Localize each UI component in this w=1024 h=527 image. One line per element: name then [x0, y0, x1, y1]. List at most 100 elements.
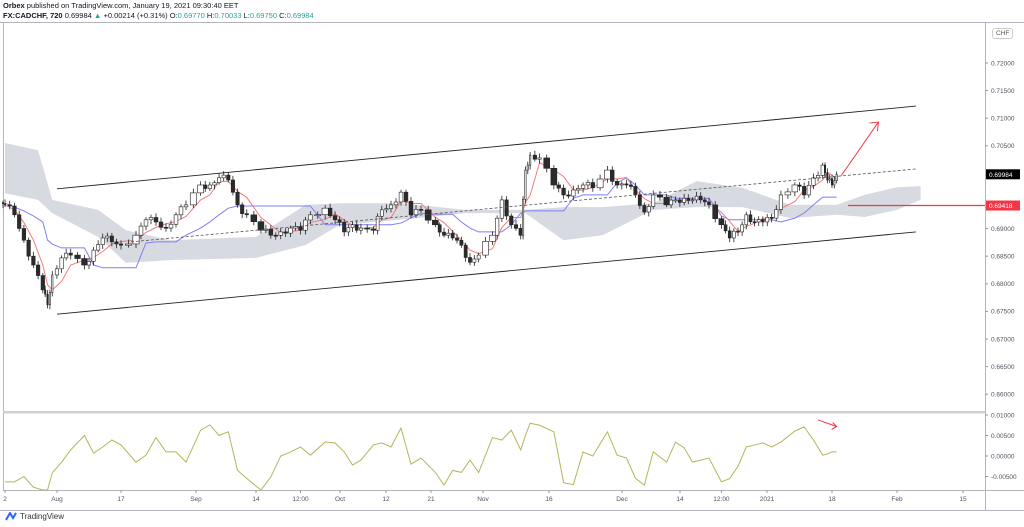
candle-body — [727, 230, 732, 239]
candle — [566, 190, 571, 199]
candle-body — [31, 255, 36, 266]
candle-body — [91, 249, 96, 262]
oscillator-arrowhead-icon — [831, 422, 838, 430]
candle — [596, 174, 604, 191]
oscillator-tick-label: 0.00500 — [991, 433, 1015, 440]
candle — [4, 199, 7, 208]
candle — [36, 261, 41, 280]
candle-body — [153, 217, 159, 223]
candle — [455, 233, 459, 244]
candle — [509, 213, 514, 229]
candle-body — [499, 199, 504, 219]
candle — [707, 197, 711, 209]
candle — [178, 204, 184, 220]
candle — [359, 223, 363, 235]
candle — [718, 216, 725, 229]
candle — [495, 215, 500, 240]
candle — [288, 225, 293, 238]
candle — [673, 196, 678, 203]
candle — [125, 239, 132, 248]
candle-body — [752, 221, 757, 224]
candle — [163, 223, 169, 232]
candle — [40, 273, 45, 294]
candle-body — [833, 180, 836, 186]
candle — [342, 218, 347, 237]
candle-body — [489, 234, 496, 242]
candle — [504, 196, 509, 220]
candle — [48, 289, 51, 310]
tradingview-logo[interactable]: TradingView — [5, 512, 64, 521]
candle-body — [744, 214, 749, 226]
candle — [740, 221, 744, 236]
candle — [736, 227, 740, 237]
candle — [499, 195, 504, 223]
candle — [646, 204, 651, 217]
candle-body — [524, 169, 527, 200]
candle-body — [703, 199, 707, 203]
time-tick-label: 2021 — [760, 496, 775, 503]
candle — [235, 188, 240, 208]
candle — [1, 200, 4, 209]
candle-body — [778, 194, 783, 210]
price-tick-label: 0.70500 — [991, 143, 1015, 150]
candle-body — [432, 219, 439, 226]
candle — [642, 202, 647, 215]
candle-body — [802, 186, 807, 196]
candle — [833, 176, 836, 189]
candle — [217, 173, 222, 185]
low-value: 0.69750 — [249, 11, 277, 20]
candle-body — [235, 191, 240, 206]
candle — [207, 181, 212, 192]
candle — [54, 265, 59, 279]
candle-body — [74, 254, 81, 259]
candle-body — [273, 234, 278, 237]
candle — [778, 190, 783, 214]
candle — [418, 205, 424, 213]
candle — [314, 211, 322, 219]
candle-body — [556, 184, 561, 189]
candle-body — [522, 199, 525, 236]
oscillator-tick-label: 0.00000 — [991, 453, 1015, 460]
candle-body — [784, 191, 792, 196]
candle — [820, 162, 825, 179]
candle-body — [707, 201, 711, 206]
candle-body — [109, 235, 114, 243]
time-tick-label: 14 — [252, 496, 260, 503]
candle-body — [472, 258, 477, 263]
candle-body — [633, 186, 638, 196]
open-label: O: — [169, 11, 178, 20]
price-tick-label: 0.69000 — [991, 226, 1015, 233]
candle-body — [526, 164, 529, 171]
candle — [51, 270, 54, 297]
candle-body — [424, 209, 432, 221]
candle-body — [44, 289, 47, 295]
candle-body — [663, 196, 670, 206]
candle — [791, 182, 799, 197]
candle-body — [614, 181, 620, 186]
candle-body — [732, 230, 736, 239]
candle — [468, 253, 472, 266]
currency-button[interactable]: CHF — [992, 28, 1014, 39]
candle — [21, 224, 26, 244]
candle-body — [308, 214, 313, 221]
candle — [114, 238, 119, 249]
candle-body — [816, 174, 821, 179]
up-triangle-icon: ▲ — [93, 11, 102, 20]
candle — [81, 254, 88, 270]
candle-body — [230, 179, 235, 193]
up-arrow-icon — [840, 121, 879, 176]
candle — [826, 168, 829, 184]
time-tick-label: Sep — [190, 496, 202, 503]
time-tick-label: Nov — [477, 496, 489, 503]
candle-body — [408, 201, 414, 216]
candle-body — [197, 184, 204, 194]
candle-body — [48, 292, 51, 306]
candle — [148, 214, 154, 225]
candle — [408, 197, 414, 219]
candle — [87, 257, 91, 270]
ichimoku-cloud — [5, 143, 921, 263]
candle-body — [125, 243, 132, 246]
oscillator-tick-label: 0.01000 — [991, 412, 1015, 419]
pane-separator[interactable] — [3, 411, 985, 414]
